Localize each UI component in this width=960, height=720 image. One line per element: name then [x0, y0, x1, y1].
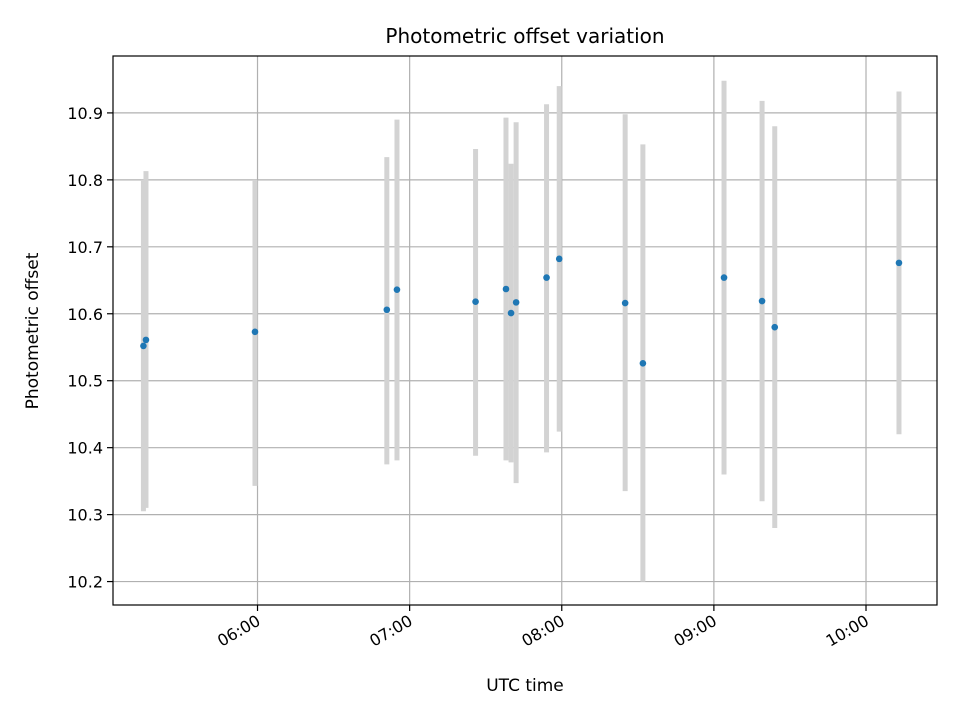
plot-frame — [112, 55, 938, 606]
x-axis: 06:00 07:00 08:00 09:00 10:00 — [214, 605, 872, 651]
data-point — [140, 342, 147, 350]
data-point — [621, 299, 629, 307]
y-tick-label: 10.2 — [67, 573, 103, 592]
data-point — [251, 328, 259, 336]
data-point — [720, 274, 728, 281]
data-point — [555, 255, 563, 263]
data-point — [639, 360, 647, 367]
data-point — [507, 309, 515, 317]
y-tick-label: 10.5 — [67, 372, 103, 391]
grid — [113, 56, 937, 605]
y-axis: 10.2 10.3 10.4 10.5 10.6 10.7 10.8 10.9 — [67, 104, 113, 592]
data-point — [543, 274, 550, 281]
data-point — [502, 285, 510, 293]
chart-title: Photometric offset variation — [385, 24, 664, 48]
x-tick-label: 10:00 — [823, 611, 872, 651]
x-tick-label: 09:00 — [670, 611, 719, 651]
data-point — [895, 259, 903, 267]
data-point — [771, 323, 779, 331]
y-tick-label: 10.9 — [67, 104, 103, 123]
data-point — [758, 297, 766, 305]
y-tick-label: 10.7 — [67, 238, 103, 257]
data-point — [142, 336, 150, 344]
data-points — [140, 255, 903, 367]
data-point — [383, 306, 391, 314]
x-axis-label: UTC time — [486, 676, 564, 696]
y-tick-label: 10.4 — [67, 439, 103, 458]
data-point — [512, 299, 520, 306]
y-tick-label: 10.6 — [67, 305, 103, 324]
x-tick-label: 06:00 — [214, 611, 263, 651]
y-tick-label: 10.8 — [67, 171, 103, 190]
data-point — [472, 298, 479, 306]
x-tick-label: 08:00 — [518, 611, 567, 651]
y-tick-label: 10.3 — [67, 506, 103, 525]
y-axis-label: Photometric offset — [23, 252, 43, 409]
data-point — [393, 286, 401, 293]
x-tick-label: 07:00 — [366, 611, 415, 651]
